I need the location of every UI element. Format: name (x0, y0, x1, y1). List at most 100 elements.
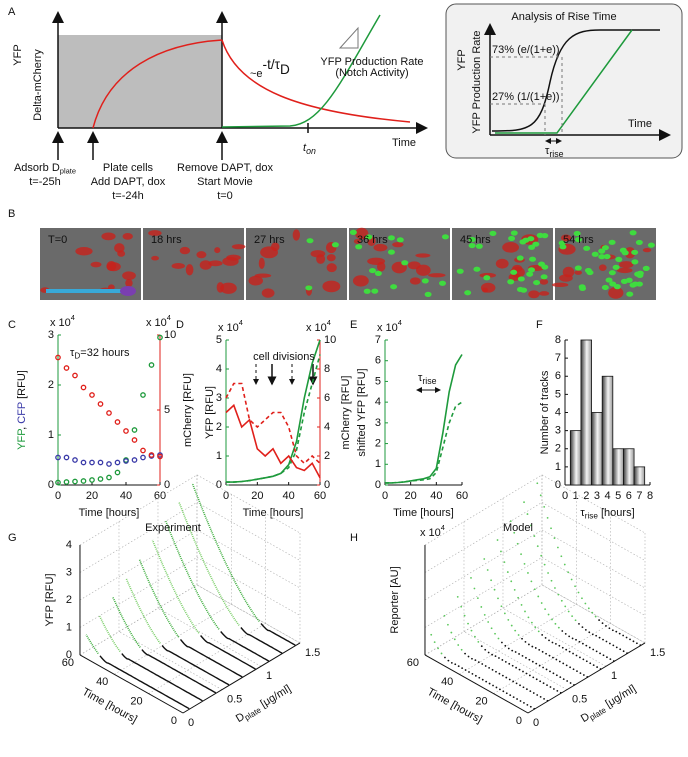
model-dot (555, 658, 558, 661)
inset-title: Analysis of Rise Time (511, 11, 616, 23)
model-dot (504, 660, 507, 663)
model-dot (585, 644, 588, 647)
model-dot (592, 648, 595, 651)
model-dot (609, 658, 612, 661)
y2-tick-label: 0 (164, 479, 170, 491)
d-tick-label: 0 (533, 717, 539, 729)
cell (510, 269, 518, 275)
cell (605, 277, 613, 283)
model-dot (602, 638, 604, 641)
model-dot (498, 672, 501, 675)
cell (635, 239, 643, 246)
model-dot (524, 640, 527, 643)
model-dot (497, 597, 499, 600)
model-dot (494, 632, 496, 635)
cell (526, 271, 534, 277)
bar (623, 448, 635, 486)
data-point (131, 427, 138, 433)
cell (322, 280, 341, 293)
model-dot (530, 621, 533, 624)
model-dot (480, 645, 483, 648)
y-label: Delta-mCherry (32, 49, 44, 121)
y-tick-label: 5 (216, 334, 222, 346)
cell (574, 265, 582, 271)
multiplier-part: x 10 (146, 317, 167, 329)
model-dot (558, 644, 561, 647)
cell (424, 291, 432, 297)
y-label: YFP (12, 44, 24, 65)
multiplier: x 104 (306, 318, 331, 334)
cell (608, 286, 624, 299)
model-dot (591, 633, 594, 636)
model-dot (581, 626, 584, 629)
cell (591, 251, 599, 257)
model-dot (582, 674, 585, 676)
decay-formula-part: ~e (250, 68, 263, 80)
model-dot (557, 593, 560, 596)
time-tick-label: 60 (407, 657, 419, 669)
grid-line (196, 474, 301, 534)
cell (392, 241, 404, 248)
model-dot (547, 613, 550, 616)
cell (226, 254, 241, 261)
d-tick-label: 1.5 (650, 647, 665, 659)
y-label: YFP (456, 49, 468, 70)
x-label: Time [hours] (393, 507, 454, 519)
data-point (97, 401, 104, 407)
time-tick-label: 40 (441, 676, 453, 688)
t-on-label-part: t (303, 142, 307, 154)
model-dot (523, 501, 525, 504)
y-tick-label: 0 (216, 479, 222, 491)
z-label: YFP [RFU] (44, 573, 56, 626)
model-dot (567, 571, 570, 574)
multiplier-part: 4 (167, 313, 171, 322)
model-dot (575, 654, 578, 657)
model-dot (525, 688, 528, 691)
data-point (97, 459, 104, 466)
grid-line (196, 502, 301, 561)
rate-curve (491, 29, 660, 132)
model-dot (625, 636, 628, 639)
cell (196, 251, 207, 259)
model-dot (499, 688, 501, 691)
series-line (385, 401, 463, 484)
track-baseline (161, 645, 230, 686)
cell (495, 258, 509, 269)
model-dot (460, 648, 463, 651)
model-dot (545, 652, 547, 655)
cell (125, 279, 133, 288)
cell (185, 264, 194, 276)
grid-line (541, 584, 646, 644)
t-on-label-part: on (306, 146, 316, 156)
model-dot (582, 658, 585, 661)
model-dot (550, 579, 553, 582)
cell (352, 275, 369, 287)
y-tick-label: 1 (375, 458, 381, 470)
data-point (123, 428, 129, 434)
data-point (157, 453, 163, 460)
model-dot (464, 652, 466, 655)
yfp-curve (495, 29, 633, 134)
data-point (63, 454, 70, 461)
cell (148, 230, 162, 237)
model-dot (508, 662, 511, 665)
annotation-part: D (74, 352, 80, 361)
model-dot (528, 658, 531, 661)
cell (502, 242, 519, 253)
model-dot (536, 545, 539, 548)
delta-decay (221, 39, 411, 123)
model-dot (561, 646, 564, 649)
panel-title: Experiment (145, 522, 201, 534)
cell (353, 238, 361, 244)
cell (629, 282, 637, 288)
cell (573, 230, 581, 237)
y-tick-label: 1 (555, 461, 561, 473)
frame-label: 36 hrs (357, 234, 388, 246)
data-point (72, 478, 78, 485)
series-line (225, 403, 321, 479)
data-point (55, 454, 61, 461)
model-dot (551, 618, 553, 621)
grid-line (79, 557, 198, 628)
model-dot (530, 524, 532, 527)
data-point (89, 477, 95, 483)
